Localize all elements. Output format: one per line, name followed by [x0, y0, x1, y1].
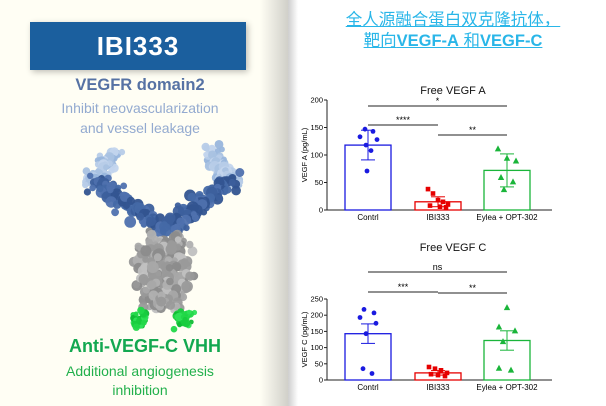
svg-text:150: 150 [310, 327, 323, 336]
svg-text:250: 250 [310, 295, 323, 304]
svg-text:VEGF A (pg/mL): VEGF A (pg/mL) [300, 127, 309, 182]
svg-text:VEGF C (pg/mL): VEGF C (pg/mL) [300, 311, 309, 367]
svg-text:Contrl: Contrl [357, 383, 379, 392]
svg-text:200: 200 [310, 96, 323, 105]
svg-text:50: 50 [315, 178, 323, 187]
svg-text:IBI333: IBI333 [426, 213, 450, 222]
svg-text:Contrl: Contrl [357, 213, 379, 222]
svg-text:150: 150 [310, 123, 323, 132]
svg-text:0: 0 [319, 376, 323, 385]
svg-text:100: 100 [310, 151, 323, 160]
svg-text:****: **** [396, 115, 411, 125]
svg-text:50: 50 [315, 359, 323, 368]
svg-text:IBI333: IBI333 [426, 383, 450, 392]
svg-text:ns: ns [433, 262, 443, 272]
svg-text:100: 100 [310, 343, 323, 352]
svg-text:**: ** [469, 283, 477, 293]
svg-text:Eylea + OPT-302: Eylea + OPT-302 [476, 383, 538, 392]
svg-text:Eylea + OPT-302: Eylea + OPT-302 [476, 213, 538, 222]
svg-text:0: 0 [319, 206, 323, 215]
svg-text:200: 200 [310, 311, 323, 320]
svg-text:*: * [436, 96, 440, 106]
svg-text:***: *** [398, 282, 409, 292]
svg-text:**: ** [469, 125, 477, 135]
